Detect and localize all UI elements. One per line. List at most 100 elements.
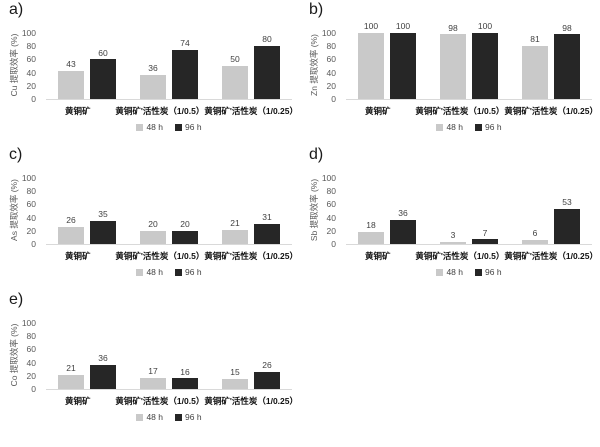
y-tick-label: 40 <box>326 212 336 223</box>
bar-group: 6 53 <box>522 178 580 244</box>
x-axis: 黄铜矿 黄铜矿'活性炭（1/0.5） 黄铜矿'活性炭（1/0.25） <box>40 395 298 407</box>
legend: 48 h 96 h <box>46 122 292 132</box>
bar-with-label: 3 <box>440 178 466 244</box>
bar-with-label: 17 <box>140 323 166 389</box>
category-label: 黄铜矿'活性炭（1/0.25） <box>504 251 598 261</box>
bar-48h <box>222 379 248 389</box>
legend-item-96h: 96 h <box>175 267 202 277</box>
bar-96h <box>254 46 280 99</box>
panel-c: c) As 提取效率 (%) 0 20 40 60 80 100 26 35 20 20 21 31 黄铜矿… <box>0 145 300 290</box>
legend: 48 h 96 h <box>346 122 592 132</box>
bar-group: 21 31 <box>222 178 280 244</box>
bar-group: 36 74 <box>140 33 198 99</box>
category-label: 黄铜矿'活性炭（1/0.25） <box>504 106 598 116</box>
y-axis: 0 20 40 60 80 100 <box>0 318 40 394</box>
bar-group: 98 100 <box>440 21 498 99</box>
bar-48h <box>358 232 384 244</box>
bar-with-label: 53 <box>554 178 580 244</box>
bar-96h <box>90 220 116 244</box>
bar-96h <box>390 33 416 99</box>
bar-group: 18 36 <box>358 178 416 244</box>
bar-value-label: 20 <box>180 219 190 230</box>
bar-value-label: 15 <box>230 367 240 378</box>
bar-group: 26 35 <box>58 178 116 244</box>
y-tick-label: 60 <box>326 199 336 210</box>
y-tick-label: 100 <box>321 173 336 183</box>
bar-with-label: 16 <box>172 323 198 389</box>
bar-96h <box>90 365 116 389</box>
panel-letter: d) <box>309 146 324 163</box>
plot-area: 100 100 98 100 81 98 <box>346 21 592 100</box>
legend-item-96h: 96 h <box>175 412 202 422</box>
bar-with-label: 6 <box>522 178 548 244</box>
bar-value-label: 35 <box>98 209 108 220</box>
legend-item-48h: 48 h <box>436 122 463 132</box>
legend-label: 48 h <box>446 122 463 132</box>
bar-with-label: 35 <box>90 178 116 244</box>
bar-group: 17 16 <box>140 323 198 389</box>
bar-48h <box>358 33 384 99</box>
bar-96h <box>554 34 580 99</box>
bar-with-label: 15 <box>222 323 248 389</box>
bar-value-label: 36 <box>98 353 108 364</box>
bar-value-label: 36 <box>148 63 158 74</box>
y-tick-label: 20 <box>26 80 36 91</box>
y-tick-label: 20 <box>26 370 36 381</box>
bar-value-label: 100 <box>395 21 411 32</box>
bar-48h <box>440 242 466 244</box>
y-tick-label: 80 <box>326 41 336 52</box>
bar-with-label: 50 <box>222 33 248 99</box>
bar-value-label: 53 <box>562 197 572 208</box>
bar-with-label: 20 <box>172 178 198 244</box>
legend-item-48h: 48 h <box>436 267 463 277</box>
bar-96h <box>472 33 498 99</box>
bar-value-label: 81 <box>530 33 540 44</box>
legend-swatch-48h <box>136 413 144 421</box>
bar-group: 100 100 <box>358 21 416 99</box>
legend-item-96h: 96 h <box>475 267 502 277</box>
category-label: 黄铜矿 <box>364 106 391 116</box>
bar-96h <box>472 239 498 244</box>
y-axis: 0 20 40 60 80 100 <box>0 173 40 249</box>
legend-label: 96 h <box>485 122 502 132</box>
bar-group: 15 26 <box>222 323 280 389</box>
bar-48h <box>58 70 84 99</box>
y-axis: 0 20 40 60 80 100 <box>0 28 40 104</box>
legend-swatch-48h <box>436 268 444 276</box>
legend: 48 h 96 h <box>46 267 292 277</box>
y-tick-label: 80 <box>26 331 36 342</box>
x-axis: 黄铜矿 黄铜矿'活性炭（1/0.5） 黄铜矿'活性炭（1/0.25） <box>340 105 598 117</box>
bar-48h <box>140 75 166 99</box>
y-tick-label: 100 <box>21 173 36 183</box>
bar-with-label: 31 <box>254 178 280 244</box>
bar-with-label: 36 <box>90 323 116 389</box>
panel-d: d) Sb 提取效率 (%) 0 20 40 60 80 100 18 36 3 7 6 53 黄铜矿 黄铜矿… <box>300 145 600 290</box>
category-label: 黄铜矿'活性炭（1/0.5） <box>115 106 205 116</box>
category-label: 黄铜矿 <box>364 251 391 261</box>
bar-with-label: 100 <box>472 21 498 99</box>
bar-with-label: 100 <box>358 21 384 99</box>
legend-swatch-96h <box>175 123 182 131</box>
legend-label: 48 h <box>146 122 163 132</box>
y-tick-label: 0 <box>331 239 336 249</box>
bar-with-label: 98 <box>554 23 580 99</box>
y-tick-label: 60 <box>26 54 36 65</box>
panel-letter: c) <box>9 146 23 163</box>
category-label: 黄铜矿'活性炭（1/0.25） <box>204 396 298 406</box>
bar-value-label: 26 <box>66 215 76 226</box>
bar-48h <box>522 45 548 99</box>
bar-value-label: 26 <box>262 360 272 371</box>
bar-value-label: 21 <box>230 218 240 229</box>
legend-label: 48 h <box>146 267 163 277</box>
category-label: 黄铜矿'活性炭（1/0.5） <box>115 396 205 406</box>
panel-e: e) Co 提取效率 (%) 0 20 40 60 80 100 21 36 17 16 15 26 黄铜矿… <box>0 290 300 447</box>
bar-with-label: 74 <box>172 33 198 99</box>
bar-value-label: 16 <box>180 366 190 377</box>
legend-label: 96 h <box>185 122 202 132</box>
panel-letter: b) <box>309 1 324 18</box>
bar-group: 50 80 <box>222 33 280 99</box>
bar-with-label: 60 <box>90 33 116 99</box>
y-tick-label: 40 <box>26 357 36 368</box>
legend-swatch-48h <box>136 268 144 276</box>
